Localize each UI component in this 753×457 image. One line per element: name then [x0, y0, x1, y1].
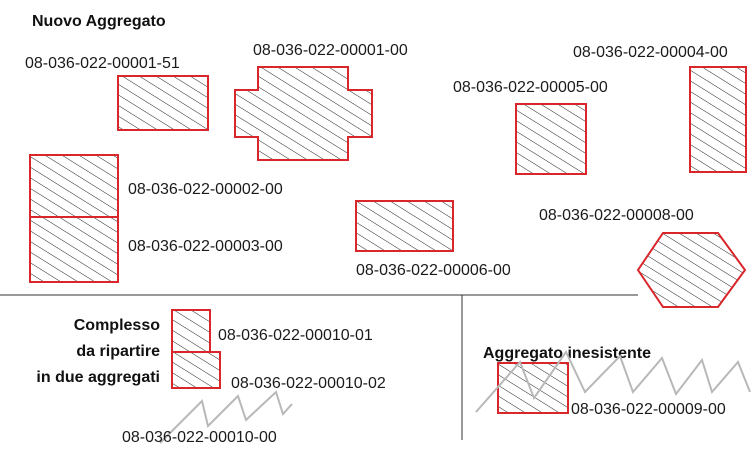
parcel-00008-00: [636, 232, 747, 308]
parcel-00003-00: [29, 216, 119, 283]
label-00010-01: 08-036-022-00010-01: [218, 327, 373, 344]
label-00008-00: 08-036-022-00008-00: [539, 207, 694, 224]
label-00003-00: 08-036-022-00003-00: [128, 238, 283, 255]
parcel-00010-01: [171, 309, 211, 353]
label-00010-00: 08-036-022-00010-00: [122, 429, 277, 446]
parcel-00006-00: [355, 200, 454, 252]
heading-complex-line2: da ripartire: [76, 343, 160, 360]
parcel-00010-02: [171, 351, 221, 389]
label-00001-00: 08-036-022-00001-00: [253, 42, 408, 59]
heading-new-aggregate: Nuovo Aggregato: [32, 13, 166, 30]
label-00010-02: 08-036-022-00010-02: [231, 375, 386, 392]
label-00002-00: 08-036-022-00002-00: [128, 181, 283, 198]
parcel-00005-00: [515, 103, 587, 175]
parcel-00009-00: [497, 362, 569, 414]
heading-complex-line3: in due aggregati: [36, 369, 160, 386]
parcel-00001-00: [234, 66, 373, 161]
label-00006-00: 08-036-022-00006-00: [356, 262, 511, 279]
label-00009-00: 08-036-022-00009-00: [571, 401, 726, 418]
parcel-00004-00: [689, 66, 747, 173]
parcel-00001-51: [117, 75, 209, 131]
label-00005-00: 08-036-022-00005-00: [453, 79, 608, 96]
label-00001-51: 08-036-022-00001-51: [25, 55, 180, 72]
heading-complex-line1: Complesso: [74, 317, 160, 334]
strike-zigzag-00009-00: [475, 350, 751, 413]
label-00004-00: 08-036-022-00004-00: [573, 44, 728, 61]
strike-zigzag-00010-00: [159, 390, 293, 444]
parcel-00002-00: [29, 154, 119, 218]
